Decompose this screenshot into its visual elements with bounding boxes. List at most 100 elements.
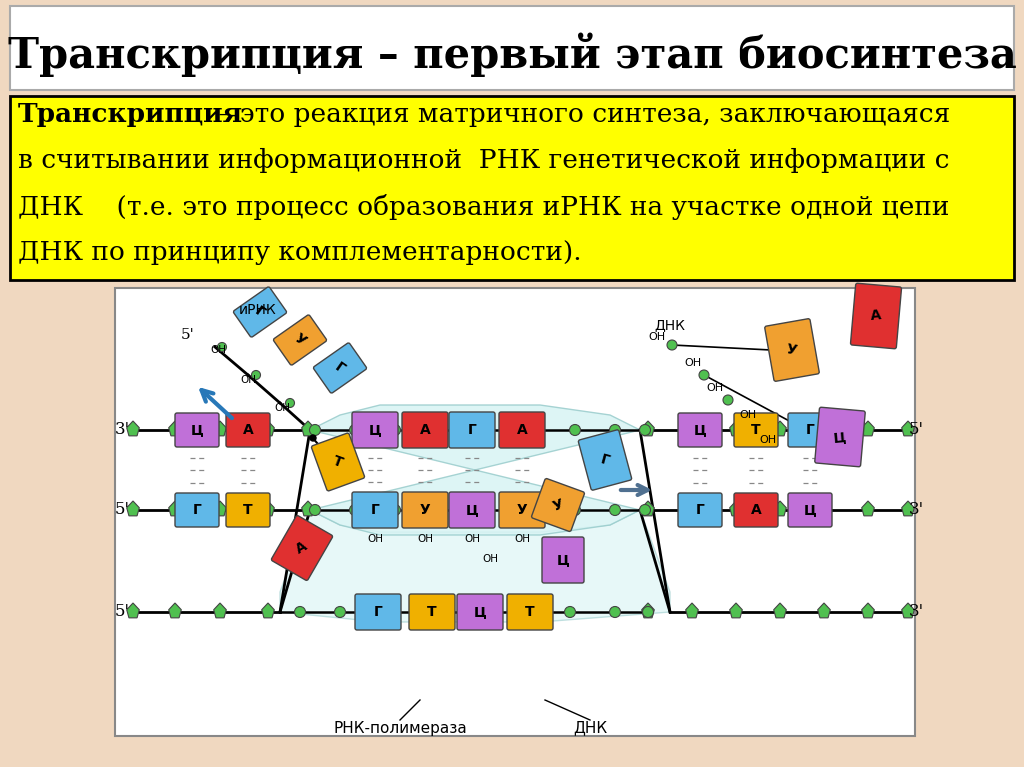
Circle shape <box>389 505 400 515</box>
FancyBboxPatch shape <box>175 493 219 527</box>
Polygon shape <box>730 501 742 516</box>
Circle shape <box>569 424 581 436</box>
Polygon shape <box>169 603 181 618</box>
Circle shape <box>524 424 536 436</box>
FancyBboxPatch shape <box>313 343 367 393</box>
Text: 3': 3' <box>908 604 924 621</box>
Text: Г: Г <box>695 503 705 517</box>
Polygon shape <box>127 421 139 436</box>
FancyBboxPatch shape <box>734 413 778 447</box>
Text: ДНК: ДНК <box>573 720 607 736</box>
Circle shape <box>640 505 650 515</box>
Circle shape <box>472 607 483 617</box>
Text: Ц: Ц <box>804 503 816 517</box>
Text: 5': 5' <box>181 328 195 342</box>
FancyBboxPatch shape <box>273 315 327 365</box>
FancyBboxPatch shape <box>175 413 219 447</box>
Circle shape <box>699 370 709 380</box>
FancyBboxPatch shape <box>352 492 398 528</box>
FancyBboxPatch shape <box>355 594 401 630</box>
Text: Г: Г <box>468 423 476 437</box>
FancyBboxPatch shape <box>788 493 831 527</box>
FancyBboxPatch shape <box>457 594 503 630</box>
Text: ОН: ОН <box>464 534 480 544</box>
Text: РНК-полимераза: РНК-полимераза <box>333 720 467 736</box>
Text: ОН: ОН <box>274 403 290 413</box>
Polygon shape <box>818 603 830 618</box>
Polygon shape <box>902 421 914 436</box>
Polygon shape <box>169 501 181 516</box>
Polygon shape <box>686 421 698 436</box>
Circle shape <box>524 505 536 515</box>
Circle shape <box>217 343 226 351</box>
Polygon shape <box>280 510 670 622</box>
Text: Ц: Ц <box>473 605 486 619</box>
Circle shape <box>642 607 653 617</box>
FancyBboxPatch shape <box>734 493 778 527</box>
Circle shape <box>479 505 490 515</box>
FancyBboxPatch shape <box>271 515 333 581</box>
FancyBboxPatch shape <box>678 493 722 527</box>
Polygon shape <box>302 421 314 436</box>
Polygon shape <box>310 405 640 535</box>
Text: Ц: Ц <box>693 423 707 437</box>
FancyBboxPatch shape <box>499 492 545 528</box>
Circle shape <box>295 607 305 617</box>
Circle shape <box>609 505 621 515</box>
Circle shape <box>518 607 529 617</box>
Text: У: У <box>420 503 430 517</box>
Circle shape <box>609 424 621 436</box>
Polygon shape <box>902 501 914 516</box>
Text: Г: Г <box>374 605 382 619</box>
Circle shape <box>349 505 360 515</box>
Circle shape <box>335 607 345 617</box>
Text: Г: Г <box>333 360 348 377</box>
Circle shape <box>349 424 360 436</box>
Text: А: А <box>420 423 430 437</box>
Polygon shape <box>214 421 226 436</box>
Text: Т: Т <box>427 605 437 619</box>
Polygon shape <box>774 603 786 618</box>
Text: 5': 5' <box>115 604 129 621</box>
Text: Г: Г <box>806 423 814 437</box>
Polygon shape <box>862 421 874 436</box>
FancyBboxPatch shape <box>10 6 1014 90</box>
Text: ОН: ОН <box>482 554 498 564</box>
Text: Ц: Ц <box>190 423 204 437</box>
Text: – это реакция матричного синтеза, заключающаяся: – это реакция матричного синтеза, заключ… <box>210 102 950 127</box>
Polygon shape <box>730 421 742 436</box>
FancyBboxPatch shape <box>402 492 449 528</box>
Text: Транскрипция – первый этап биосинтеза: Транскрипция – первый этап биосинтеза <box>7 33 1017 77</box>
Polygon shape <box>862 603 874 618</box>
Polygon shape <box>902 603 914 618</box>
Text: А: А <box>870 308 882 324</box>
FancyBboxPatch shape <box>226 493 270 527</box>
Circle shape <box>723 395 733 405</box>
Text: А: А <box>517 423 527 437</box>
Text: ОН: ОН <box>648 332 666 342</box>
Text: Г: Г <box>193 503 202 517</box>
Text: 3': 3' <box>908 502 924 518</box>
Text: 5': 5' <box>115 502 129 518</box>
Polygon shape <box>818 501 830 516</box>
Circle shape <box>479 424 490 436</box>
Polygon shape <box>642 603 654 618</box>
Text: ОН: ОН <box>417 534 433 544</box>
FancyBboxPatch shape <box>678 413 722 447</box>
Text: 5': 5' <box>908 422 924 439</box>
Circle shape <box>310 435 316 441</box>
FancyBboxPatch shape <box>115 288 915 736</box>
Text: Т: Т <box>243 503 253 517</box>
FancyBboxPatch shape <box>402 412 449 448</box>
Text: ОН: ОН <box>739 410 757 420</box>
FancyBboxPatch shape <box>449 412 495 448</box>
FancyBboxPatch shape <box>531 479 585 532</box>
Text: ОН: ОН <box>684 358 701 368</box>
Text: Ц: Ц <box>369 423 381 437</box>
Polygon shape <box>302 501 314 516</box>
Text: ОН: ОН <box>240 375 256 385</box>
Circle shape <box>434 505 445 515</box>
Text: ДНК    (т.е. это процесс образования иРНК на участке одной цепи: ДНК (т.е. это процесс образования иРНК н… <box>18 194 949 220</box>
Circle shape <box>427 607 437 617</box>
FancyBboxPatch shape <box>788 413 831 447</box>
